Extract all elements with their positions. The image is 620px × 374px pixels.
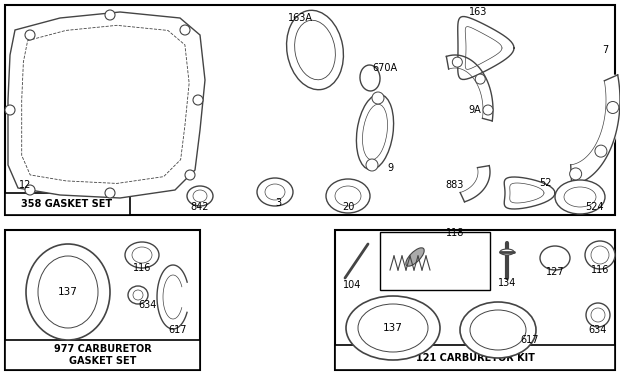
Text: 163: 163 — [469, 7, 487, 17]
Text: 842: 842 — [191, 202, 210, 212]
Ellipse shape — [607, 101, 619, 113]
Text: 121 CARBURETOR KIT: 121 CARBURETOR KIT — [415, 353, 534, 363]
Ellipse shape — [265, 184, 285, 200]
Ellipse shape — [180, 25, 190, 35]
Text: 634: 634 — [589, 325, 607, 335]
Text: 163A: 163A — [288, 13, 312, 23]
Ellipse shape — [185, 170, 195, 180]
Ellipse shape — [335, 186, 361, 206]
Ellipse shape — [564, 187, 596, 207]
Ellipse shape — [128, 286, 148, 304]
Text: 7: 7 — [602, 45, 608, 55]
Ellipse shape — [483, 105, 493, 115]
Text: 634: 634 — [139, 300, 157, 310]
Text: 617: 617 — [521, 335, 539, 345]
Text: 137: 137 — [58, 287, 78, 297]
Ellipse shape — [363, 104, 388, 160]
Text: 977 CARBURETOR
GASKET SET: 977 CARBURETOR GASKET SET — [54, 344, 152, 366]
Polygon shape — [8, 12, 205, 198]
Text: 104: 104 — [343, 280, 361, 290]
Text: 9A: 9A — [469, 105, 481, 115]
Ellipse shape — [132, 247, 152, 263]
Bar — [5, 230, 200, 370]
Ellipse shape — [406, 248, 424, 266]
Text: 358 GASKET SET: 358 GASKET SET — [22, 199, 113, 209]
Text: 137: 137 — [383, 323, 403, 333]
Ellipse shape — [25, 185, 35, 195]
Ellipse shape — [125, 242, 159, 268]
Bar — [335, 345, 615, 370]
Ellipse shape — [586, 303, 610, 327]
Ellipse shape — [38, 256, 98, 328]
Text: 116: 116 — [591, 265, 609, 275]
Text: 127: 127 — [546, 267, 564, 277]
Ellipse shape — [25, 30, 35, 40]
Ellipse shape — [500, 249, 514, 255]
Text: 524: 524 — [586, 202, 604, 212]
Ellipse shape — [105, 188, 115, 198]
Ellipse shape — [360, 65, 380, 91]
Ellipse shape — [591, 246, 609, 264]
Ellipse shape — [105, 10, 115, 20]
Text: 52: 52 — [539, 178, 551, 188]
Ellipse shape — [585, 241, 615, 269]
Ellipse shape — [460, 302, 536, 358]
Text: 9: 9 — [387, 163, 393, 173]
Bar — [5, 340, 200, 370]
Ellipse shape — [470, 310, 526, 350]
Ellipse shape — [372, 92, 384, 104]
Text: 134: 134 — [498, 278, 516, 288]
Bar — [335, 230, 615, 370]
Ellipse shape — [294, 20, 335, 80]
Ellipse shape — [570, 168, 582, 180]
Ellipse shape — [193, 95, 203, 105]
Text: 3: 3 — [275, 198, 281, 208]
Text: 883: 883 — [446, 180, 464, 190]
Ellipse shape — [555, 180, 605, 214]
Polygon shape — [22, 25, 189, 183]
Ellipse shape — [453, 57, 463, 67]
Ellipse shape — [595, 145, 607, 157]
Ellipse shape — [476, 74, 485, 84]
Ellipse shape — [591, 308, 605, 322]
Ellipse shape — [286, 10, 343, 90]
Text: 20: 20 — [342, 202, 354, 212]
Ellipse shape — [257, 178, 293, 206]
Ellipse shape — [133, 290, 143, 300]
Ellipse shape — [187, 186, 213, 206]
Ellipse shape — [5, 105, 15, 115]
Ellipse shape — [366, 159, 378, 171]
Text: 118: 118 — [446, 228, 464, 238]
Ellipse shape — [540, 246, 570, 270]
Ellipse shape — [26, 244, 110, 340]
Text: 617: 617 — [169, 325, 187, 335]
Text: 116: 116 — [133, 263, 151, 273]
Ellipse shape — [326, 179, 370, 213]
Ellipse shape — [358, 304, 428, 352]
Ellipse shape — [193, 190, 207, 202]
Text: 12: 12 — [19, 180, 31, 190]
Ellipse shape — [356, 94, 394, 170]
Bar — [5, 5, 615, 215]
Ellipse shape — [346, 296, 440, 360]
Bar — [5, 193, 130, 215]
Bar — [380, 232, 490, 290]
Text: 670A: 670A — [373, 63, 397, 73]
